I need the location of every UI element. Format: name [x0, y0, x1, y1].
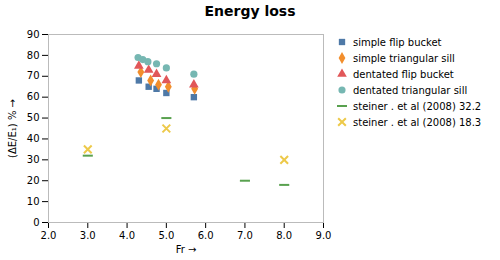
svg-text:(ΔE/E₁) % →: (ΔE/E₁) % →: [7, 99, 18, 158]
svg-text:9.0: 9.0: [316, 230, 332, 241]
svg-text:8.0: 8.0: [276, 230, 292, 241]
svg-text:70: 70: [27, 70, 40, 81]
svg-text:50: 50: [27, 112, 40, 123]
html-text:Energy loss: Energy loss: [204, 3, 296, 19]
svg-text:40: 40: [27, 133, 40, 144]
svg-text:0: 0: [33, 217, 39, 228]
svg-text:4.0: 4.0: [119, 230, 135, 241]
html-text:dentated triangular sill: dentated triangular sill: [353, 84, 468, 96]
html-text:simple triangular sill: simple triangular sill: [353, 52, 455, 64]
svg-text:5.0: 5.0: [158, 230, 174, 241]
svg-text:10: 10: [27, 196, 40, 207]
svg-text:80: 80: [27, 50, 40, 61]
html-text:steiner . et al (2008) 18.3: steiner . et al (2008) 18.3: [353, 116, 482, 128]
svg-text:7.0: 7.0: [237, 230, 253, 241]
svg-text:2.0: 2.0: [41, 230, 57, 241]
svg-text:Fr →: Fr →: [176, 244, 197, 255]
html-text:dentated flip bucket: dentated flip bucket: [353, 68, 454, 80]
svg-text:6.0: 6.0: [198, 230, 214, 241]
svg-text:30: 30: [27, 154, 40, 165]
html-text:steiner . et al (2008) 32.2: steiner . et al (2008) 32.2: [353, 100, 482, 112]
html-text:simple flip bucket: simple flip bucket: [353, 36, 442, 48]
svg-text:60: 60: [27, 91, 40, 102]
svg-text:90: 90: [27, 29, 40, 40]
svg-text:20: 20: [27, 175, 40, 186]
svg-text:3.0: 3.0: [80, 230, 96, 241]
